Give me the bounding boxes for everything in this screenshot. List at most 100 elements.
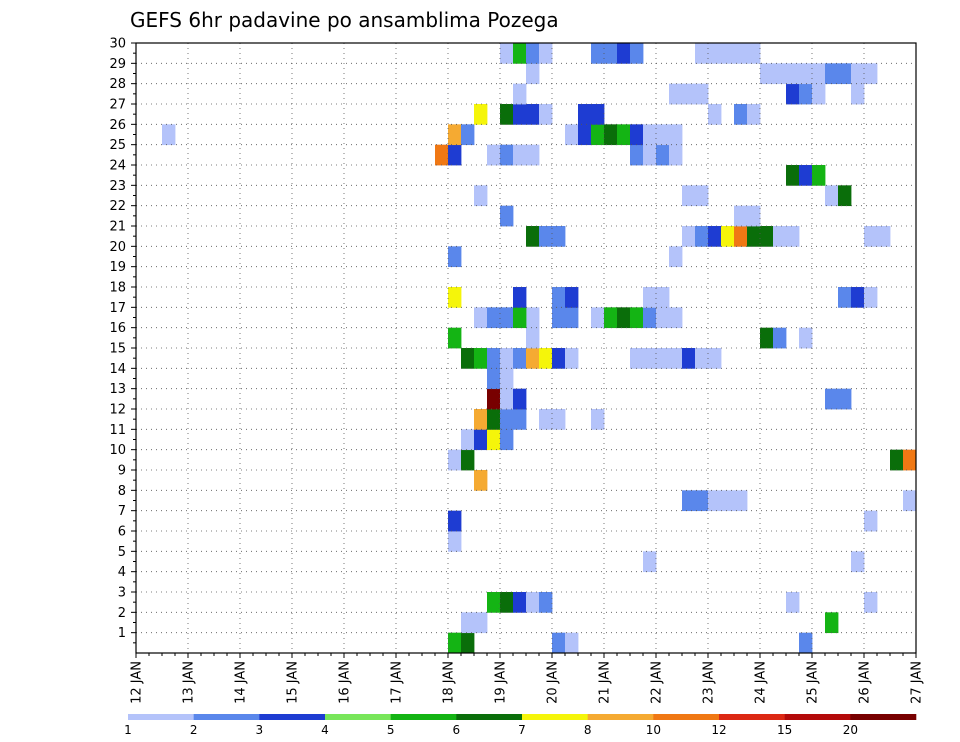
x-tick-label: 26 JAN xyxy=(858,661,873,704)
precip-cell xyxy=(864,510,878,532)
y-tick-label: 29 xyxy=(109,57,126,72)
y-tick-label: 2 xyxy=(118,606,126,621)
precip-cell xyxy=(448,246,462,268)
grid-layer xyxy=(136,43,916,653)
precip-cell xyxy=(461,124,475,146)
y-tick-label: 25 xyxy=(109,138,126,153)
precip-cell xyxy=(474,348,488,369)
legend-swatch xyxy=(522,714,588,720)
precip-cell xyxy=(526,144,540,166)
legend-swatch xyxy=(850,714,917,720)
precip-cell xyxy=(487,144,501,166)
y-tick-label: 4 xyxy=(118,565,126,580)
y-tick-label: 23 xyxy=(109,179,126,194)
legend-label: 8 xyxy=(584,723,592,737)
y-tick-label: 18 xyxy=(109,281,126,296)
precip-cell xyxy=(864,63,878,85)
legend-swatch xyxy=(259,714,326,720)
precip-cell xyxy=(461,632,475,654)
precip-cell xyxy=(474,470,488,491)
precip-cell xyxy=(656,307,670,329)
x-tick-label: 25 JAN xyxy=(806,661,821,704)
precip-cell xyxy=(539,409,553,430)
precip-cell xyxy=(539,104,553,125)
precip-cell xyxy=(591,307,605,329)
y-tick-label: 10 xyxy=(109,443,126,458)
x-tick-label: 24 JAN xyxy=(754,661,769,704)
precip-cell xyxy=(838,63,852,85)
precip-cell xyxy=(565,124,579,146)
precip-cell xyxy=(591,104,605,125)
precip-cell xyxy=(513,83,527,105)
precip-cell xyxy=(500,409,514,430)
precip-cell xyxy=(526,348,540,369)
precip-cell xyxy=(838,287,852,308)
y-tick-label: 9 xyxy=(118,464,126,479)
precip-cell xyxy=(500,388,514,410)
precip-cell xyxy=(513,43,527,64)
precip-cell xyxy=(578,124,592,146)
precip-cell xyxy=(487,429,501,451)
legend-swatch xyxy=(128,714,194,720)
precip-cell xyxy=(643,287,657,308)
y-tick-label: 7 xyxy=(118,504,126,519)
precip-cell xyxy=(734,490,748,512)
precip-cell xyxy=(474,409,488,430)
x-tick-label: 18 JAN xyxy=(442,661,457,704)
precip-cell xyxy=(448,144,462,166)
x-tick-label: 27 JAN xyxy=(910,661,925,704)
precip-cell xyxy=(500,43,514,64)
precip-cell xyxy=(474,185,488,207)
y-tick-label: 28 xyxy=(109,77,126,92)
precip-cell xyxy=(513,104,527,125)
precip-cell xyxy=(721,490,735,512)
legend-label: 10 xyxy=(646,723,661,737)
precip-cell xyxy=(617,43,631,64)
legend-label: 7 xyxy=(518,723,526,737)
precip-cell xyxy=(864,287,878,308)
y-tick-label: 5 xyxy=(118,545,126,560)
legend-label: 6 xyxy=(453,723,461,737)
precip-cell xyxy=(734,104,748,125)
precip-cell xyxy=(773,63,787,85)
precip-cell xyxy=(461,348,475,369)
precip-cell xyxy=(565,632,579,654)
precip-cell xyxy=(552,226,566,247)
precip-cell xyxy=(578,104,592,125)
precip-cell xyxy=(851,287,865,308)
precip-cell xyxy=(513,409,527,430)
legend-swatch xyxy=(325,714,391,720)
precip-cell xyxy=(630,124,644,146)
legend-swatch xyxy=(587,714,654,720)
precip-cell xyxy=(500,368,514,390)
precip-cell xyxy=(604,307,618,329)
precip-cell xyxy=(474,429,488,451)
precip-cell xyxy=(604,43,618,64)
precip-cell xyxy=(669,348,683,369)
precip-cell xyxy=(708,43,722,64)
precip-cell xyxy=(513,388,527,410)
precip-cell xyxy=(448,124,462,146)
y-tick-label: 21 xyxy=(109,220,126,235)
precip-cell xyxy=(474,307,488,329)
precip-cell xyxy=(526,307,540,329)
precip-cell xyxy=(656,287,670,308)
precip-cell xyxy=(760,226,774,247)
legend-label: 4 xyxy=(321,723,329,737)
precip-cell xyxy=(448,449,462,471)
precip-cell xyxy=(721,43,735,64)
precip-cell xyxy=(526,226,540,247)
x-tick-label: 17 JAN xyxy=(390,661,405,704)
precip-cell xyxy=(487,348,501,369)
precip-cell xyxy=(695,185,709,207)
y-tick-label: 15 xyxy=(109,342,126,357)
precip-cell xyxy=(500,348,514,369)
legend-label: 2 xyxy=(190,723,198,737)
cells-layer xyxy=(162,43,917,654)
precip-cell xyxy=(903,449,917,471)
precip-cell xyxy=(513,592,527,613)
precip-cell xyxy=(565,287,579,308)
legend-swatch xyxy=(784,714,851,720)
precip-cell xyxy=(682,490,696,512)
